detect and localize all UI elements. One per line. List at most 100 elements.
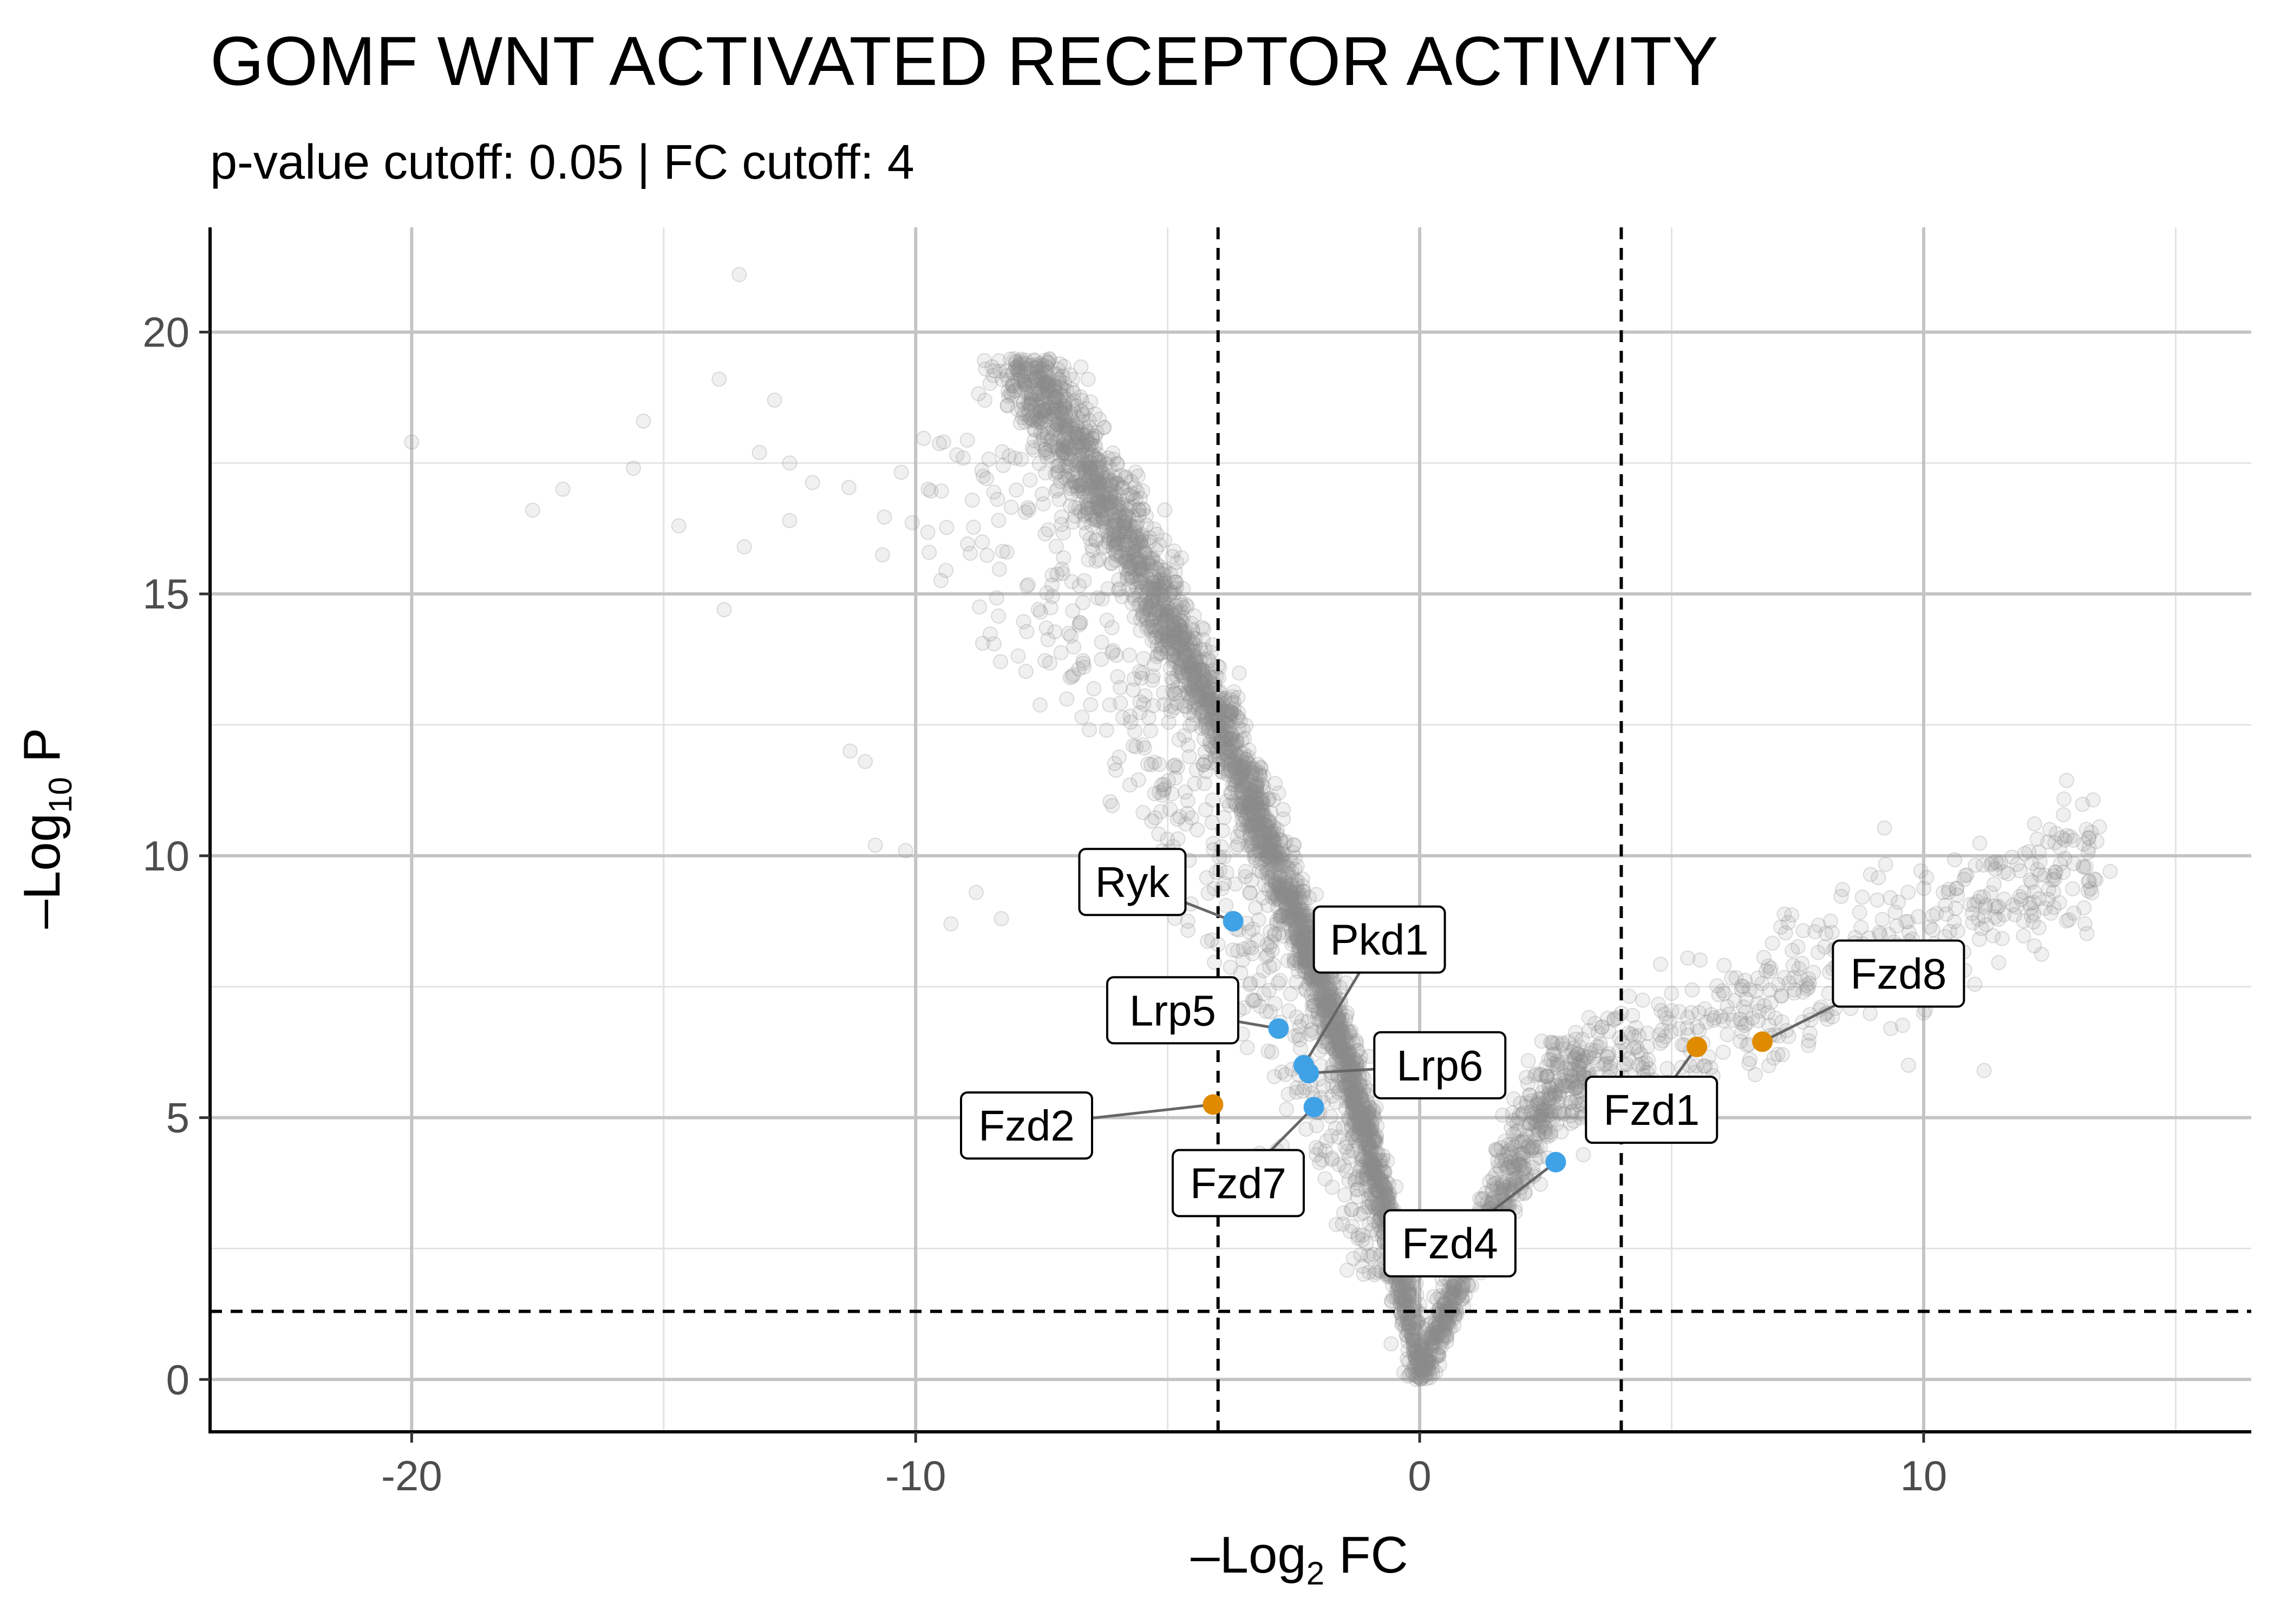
data-point [1994,931,2010,946]
data-point [877,509,892,525]
data-point [1360,1152,1375,1168]
data-point [1756,949,1772,965]
y-tick-label: 10 [142,832,190,880]
data-point [1219,730,1234,745]
highlighted-point [1303,1097,1324,1118]
data-point [1129,515,1145,531]
data-point [979,547,995,563]
data-point [1852,905,1867,920]
data-point [994,911,1009,926]
data-point [1063,405,1078,421]
data-point [1145,598,1160,614]
data-point [1052,403,1068,418]
data-point [782,455,798,471]
data-point [1173,613,1188,628]
data-point [1135,580,1151,596]
data-point [1080,500,1095,516]
data-point [1329,1217,1344,1232]
data-point [1790,939,1806,954]
data-point [1092,411,1107,427]
data-point [1373,1172,1389,1188]
data-point [1407,1340,1423,1356]
data-point [1136,556,1151,572]
data-point [1343,1075,1359,1091]
data-point [1127,545,1142,561]
data-point [1022,472,1038,488]
data-point [1167,643,1182,659]
data-point [1167,757,1183,773]
data-point [1223,704,1239,720]
highlighted-point [1268,1018,1289,1039]
data-point [1303,968,1319,984]
data-point [1970,911,1986,927]
data-point [943,916,959,932]
data-point [1257,808,1273,823]
data-point [1272,854,1288,870]
data-point [1224,706,1239,722]
data-point [1058,434,1074,450]
data-point [1244,833,1260,849]
data-point [1071,500,1087,515]
data-point [1802,1025,1818,1041]
data-point [1108,475,1124,491]
data-point [1689,1019,1705,1035]
data-point [1287,896,1302,912]
data-point [1284,912,1300,927]
data-point [1082,722,1097,738]
data-point [1286,837,1302,853]
data-point [1060,459,1076,475]
data-point [1063,628,1079,644]
data-point [716,602,732,618]
data-point [1761,1058,1776,1073]
data-point [2102,863,2118,879]
data-point [1118,537,1133,553]
data-point [1272,889,1288,905]
data-point [1765,935,1780,951]
data-point [711,371,727,387]
data-point [1399,1327,1414,1343]
data-point [1254,846,1270,862]
data-point [2080,844,2096,860]
data-point [1242,761,1258,777]
data-point [1167,686,1183,702]
data-point [1996,865,2012,880]
chart-subtitle: p-value cutoff: 0.05 | FC cutoff: 4 [210,135,914,189]
data-point [1197,695,1212,711]
data-point [1039,404,1055,420]
data-point [1106,526,1122,541]
data-point [1295,1083,1310,1099]
data-point [1180,630,1196,646]
data-point [1576,1147,1591,1163]
data-point [1106,527,1122,543]
data-point [1233,803,1249,818]
data-point [1631,1057,1646,1073]
data-point [1024,395,1040,410]
data-point [1103,489,1119,505]
data-point [1059,691,1075,707]
data-point [1150,646,1166,662]
data-point [1180,737,1196,753]
gene-label: Lrp6 [1373,1031,1507,1099]
data-point [1038,620,1054,636]
data-point [1274,843,1290,859]
data-point [1074,709,1090,725]
data-point [1264,863,1280,879]
data-point [1213,839,1229,855]
data-point [2037,867,2053,883]
data-point [1185,644,1201,659]
data-point [1031,386,1047,401]
grid-lines [210,227,2251,1432]
data-point [1408,1367,1423,1383]
data-point [960,536,976,552]
data-point [1352,1120,1367,1136]
data-point [1058,391,1074,407]
data-point [1948,901,1963,916]
data-point [1397,1288,1413,1304]
data-point [1230,709,1245,724]
data-point [1375,1195,1390,1211]
data-point [1684,982,1700,998]
data-point [1413,1337,1428,1353]
data-point [1264,847,1279,862]
data-point [1001,389,1017,404]
data-point [1088,460,1103,475]
